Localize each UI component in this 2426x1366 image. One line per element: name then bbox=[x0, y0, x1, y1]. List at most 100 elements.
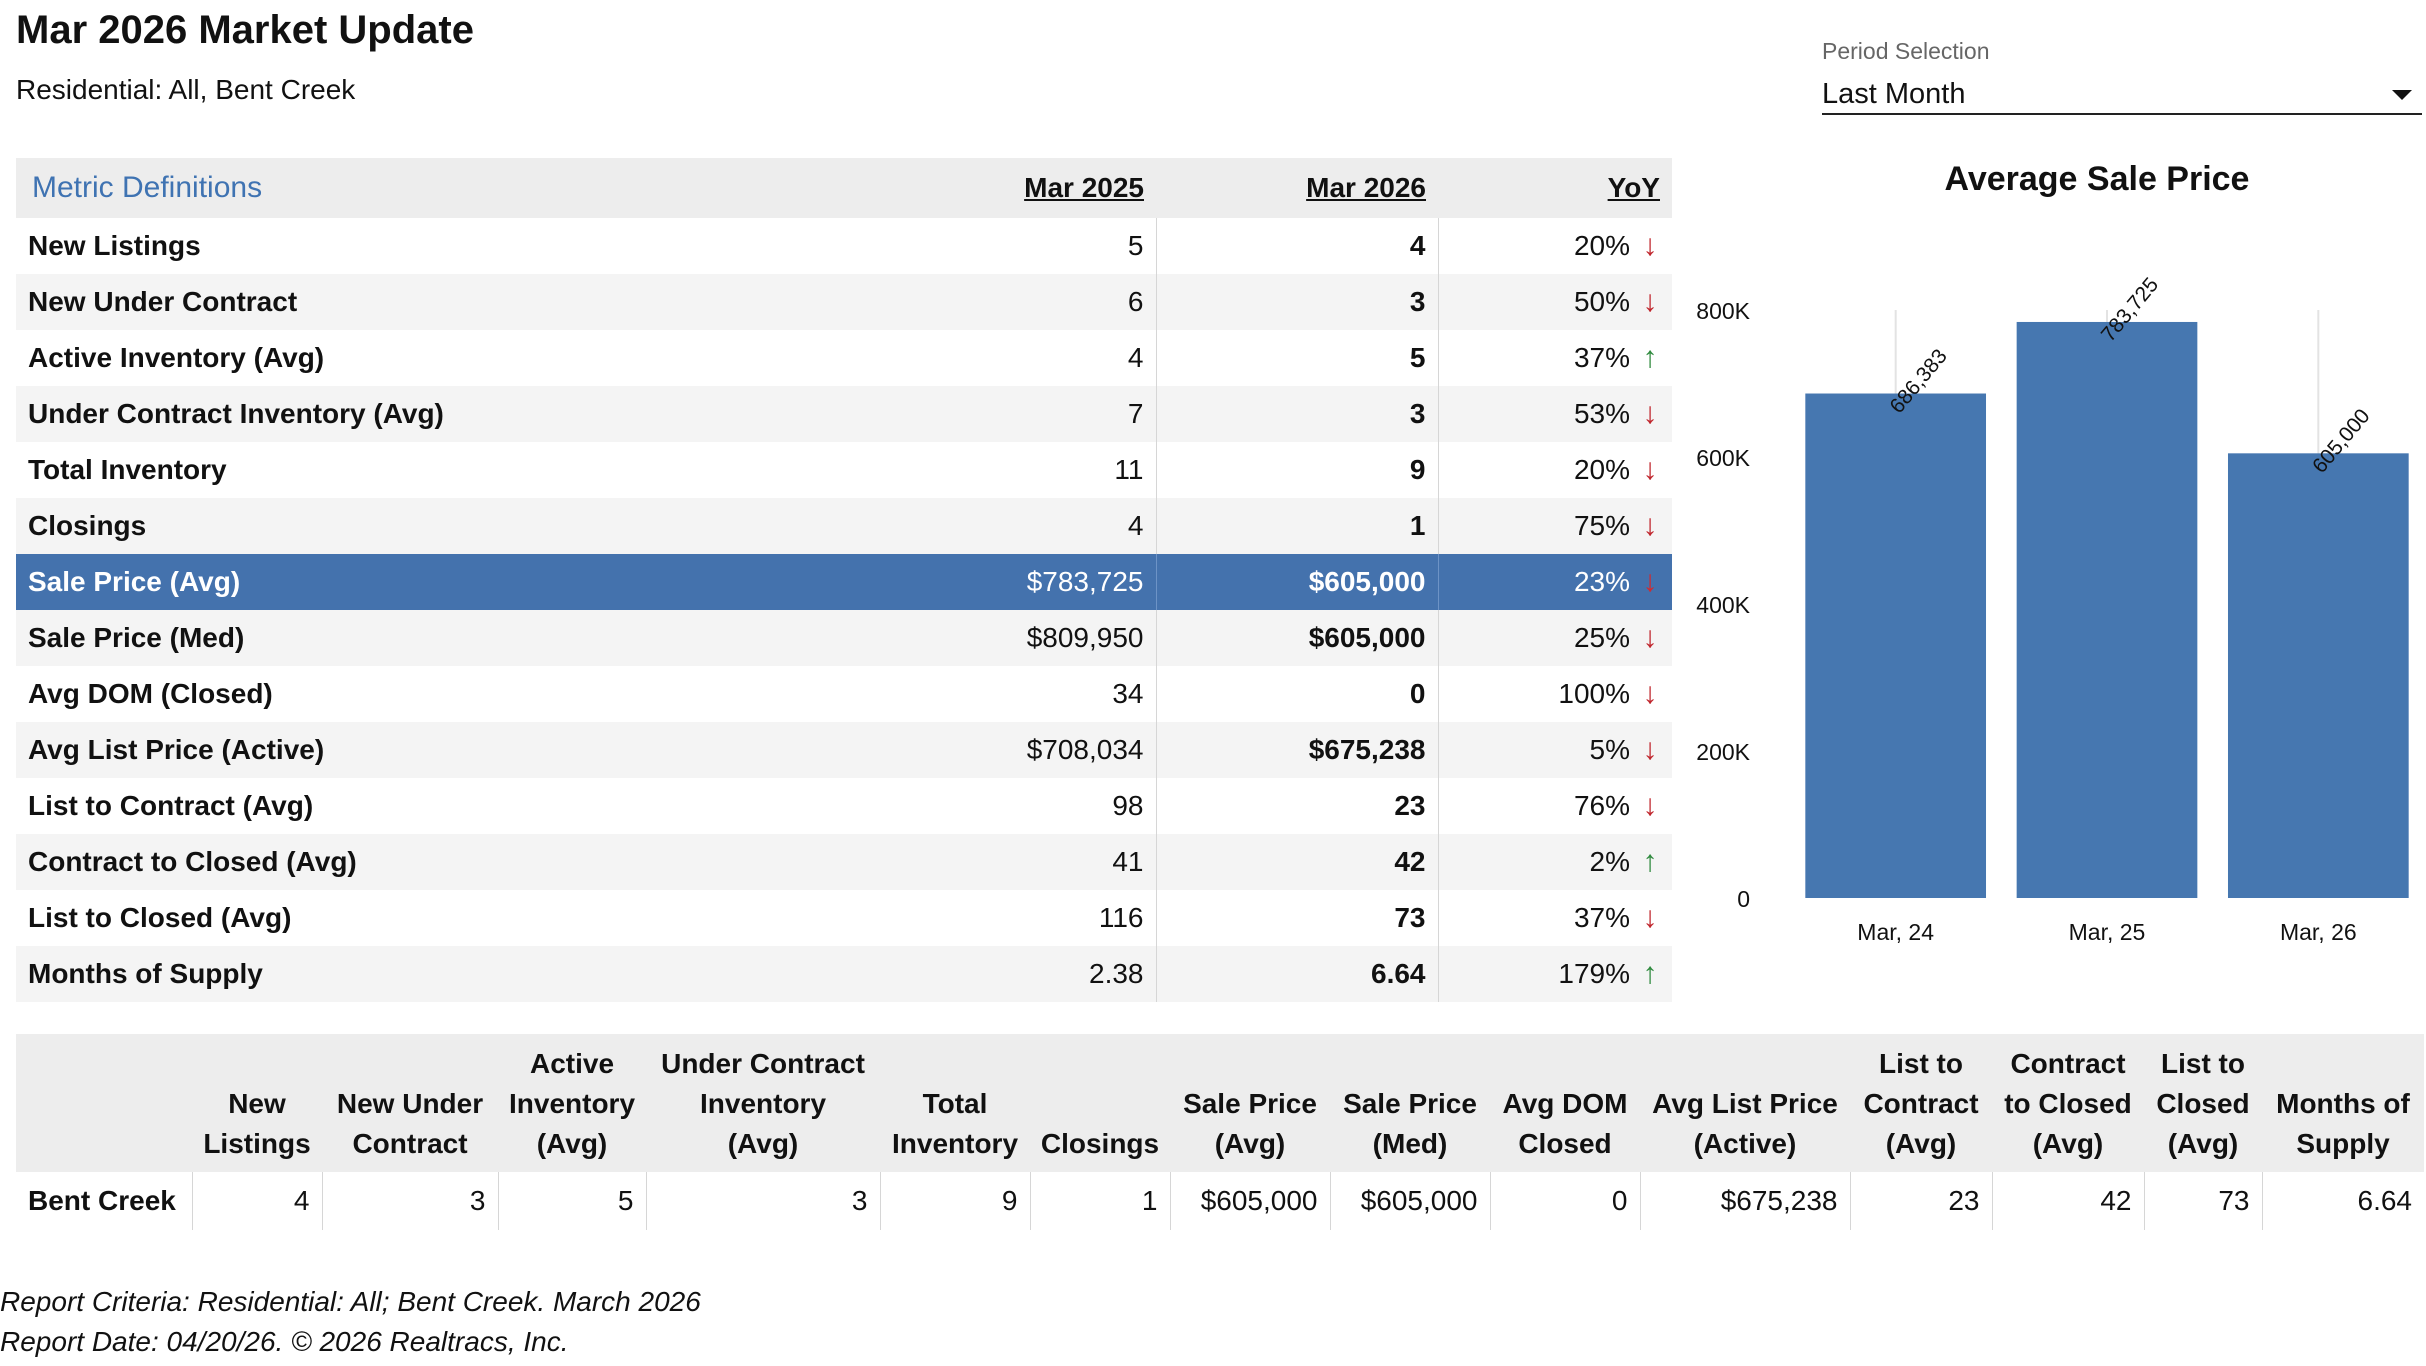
column-header-curr[interactable]: Mar 2026 bbox=[1156, 158, 1438, 218]
metric-label: List to Contract (Avg) bbox=[28, 790, 314, 821]
metric-yoy: 20% ↓ bbox=[1438, 218, 1672, 274]
metric-row[interactable]: Sale Price (Avg) $783,725 $605,000 23% ↓ bbox=[16, 554, 1672, 610]
metric-yoy-value: 37% bbox=[1573, 902, 1630, 933]
metric-yoy-value: 76% bbox=[1573, 790, 1630, 821]
metric-curr-value: 42 bbox=[1156, 834, 1439, 890]
page-title: Mar 2026 Market Update bbox=[16, 8, 474, 52]
metric-yoy: 23% ↓ bbox=[1438, 554, 1672, 610]
x-tick-label: Mar, 25 bbox=[2069, 919, 2146, 945]
summary-column-header[interactable]: Contract to Closed (Avg) bbox=[1992, 1034, 2144, 1172]
arrow-up-icon: ↑ bbox=[1642, 845, 1658, 878]
period-select-dropdown[interactable]: Last Month bbox=[1822, 77, 2422, 115]
metric-row[interactable]: Closings 4 1 75% ↓ bbox=[16, 498, 1672, 554]
chart-bar bbox=[2227, 453, 2409, 898]
report-criteria: Report Criteria: Residential: All; Bent … bbox=[0, 1286, 701, 1317]
summary-column-header[interactable]: Active Inventory (Avg) bbox=[498, 1034, 646, 1172]
metric-label: Avg List Price (Active) bbox=[16, 722, 874, 778]
summary-cell: 3 bbox=[646, 1172, 881, 1230]
metric-prev-value: 11 bbox=[874, 442, 1157, 498]
metric-prev-value: 116 bbox=[874, 890, 1157, 946]
summary-header-area bbox=[16, 1034, 192, 1172]
y-tick-label: 400K bbox=[1696, 592, 1750, 618]
summary-cell: 6.64 bbox=[2357, 1185, 2413, 1216]
metric-label: Closings bbox=[16, 498, 874, 554]
summary-cell: 3 bbox=[322, 1172, 499, 1230]
metric-curr-value: 6.64 bbox=[1156, 946, 1439, 1002]
metric-row[interactable]: Active Inventory (Avg) 4 5 37% ↑ bbox=[16, 330, 1672, 386]
column-header-prev[interactable]: Mar 2025 bbox=[874, 158, 1156, 218]
chart-title: Average Sale Price bbox=[1945, 160, 2250, 198]
metric-row[interactable]: Avg DOM (Closed) 34 0 100% ↓ bbox=[16, 666, 1672, 722]
summary-column-header[interactable]: List to Contract (Avg) bbox=[1850, 1034, 1992, 1172]
summary-header-row: New Listings New Under Contract Active Inv… bbox=[16, 1034, 2424, 1172]
metric-row[interactable]: List to Closed (Avg) 116 73 37% ↓ bbox=[16, 890, 1672, 946]
metric-yoy-value: 23% bbox=[1573, 566, 1630, 597]
summary-row: Bent Creek 4 3 5 3 9 1 $605,000 $605,000 0 $675,23… bbox=[16, 1172, 2424, 1230]
arrow-down-icon: ↓ bbox=[1642, 509, 1658, 542]
x-tick-label: Mar, 24 bbox=[1857, 919, 1934, 945]
arrow-down-icon: ↓ bbox=[1642, 453, 1658, 486]
metric-label: New Under Contract bbox=[16, 274, 874, 330]
summary-column-header[interactable]: New Listings bbox=[192, 1034, 322, 1172]
y-tick-label: 200K bbox=[1696, 739, 1750, 765]
metric-yoy-value: 50% bbox=[1573, 286, 1630, 317]
summary-column-header[interactable]: Avg List Price (Active) bbox=[1640, 1034, 1850, 1172]
metric-prev-value: 6 bbox=[874, 274, 1157, 330]
metric-prev-value: 7 bbox=[874, 386, 1157, 442]
metric-yoy-value: 25% bbox=[1573, 622, 1630, 653]
metric-yoy-value: 53% bbox=[1573, 398, 1630, 429]
summary-cell: 0 bbox=[1490, 1172, 1641, 1230]
average-sale-price-chart: Average Sale Price 0 200K 400K 600K 800K 686,3… bbox=[1690, 148, 2426, 968]
metric-row[interactable]: New Under Contract 6 3 50% ↓ bbox=[16, 274, 1672, 330]
metric-yoy-value: 20% bbox=[1573, 230, 1630, 261]
page-subtitle: Residential: All, Bent Creek bbox=[16, 74, 356, 105]
metric-label: Contract to Closed (Avg) bbox=[16, 834, 874, 890]
metric-prev-value: 98 bbox=[874, 778, 1157, 834]
metric-row[interactable]: Avg List Price (Active) $708,034 $675,238 5… bbox=[16, 722, 1672, 778]
metric-row[interactable]: Months of Supply 2.38 6.64 179% ↑ bbox=[16, 946, 1672, 1002]
metric-row[interactable]: Sale Price (Med) $809,950 $605,000 25% ↓ bbox=[16, 610, 1672, 666]
chevron-down-icon bbox=[2392, 90, 2412, 100]
metric-definitions-link[interactable]: Metric Definitions bbox=[16, 158, 874, 218]
summary-cell: 1 bbox=[1030, 1172, 1171, 1230]
metric-row[interactable]: New Listings 5 4 20% ↓ bbox=[16, 218, 1672, 274]
metric-prev-value: $708,034 bbox=[874, 722, 1157, 778]
metric-prev-value: $809,950 bbox=[874, 610, 1157, 666]
metric-yoy: 37% ↑ bbox=[1438, 330, 1672, 386]
summary-column-header[interactable]: Under Contract Inventory (Avg) bbox=[646, 1034, 880, 1172]
summary-column-header[interactable]: Avg DOM Closed bbox=[1490, 1034, 1640, 1172]
summary-column-header[interactable]: Sale Price (Med) bbox=[1330, 1034, 1490, 1172]
metric-curr-value: 23 bbox=[1156, 778, 1439, 834]
summary-table: New Listings New Under Contract Active Inv… bbox=[16, 1034, 2424, 1230]
metric-prev-value: 4 bbox=[874, 498, 1157, 554]
metric-row[interactable]: Under Contract Inventory (Avg) 7 3 53% ↓ bbox=[16, 386, 1672, 442]
metric-yoy: 75% ↓ bbox=[1438, 498, 1672, 554]
arrow-up-icon: ↑ bbox=[1642, 341, 1658, 374]
metric-prev-value: 41 bbox=[874, 834, 1157, 890]
metric-label: Active Inventory (Avg) bbox=[28, 342, 325, 373]
metric-label: Sale Price (Med) bbox=[16, 610, 874, 666]
summary-column-header[interactable]: List to Closed (Avg) bbox=[2144, 1034, 2262, 1172]
metric-curr-value: 0 bbox=[1156, 666, 1439, 722]
period-selection: Period Selection Last Month bbox=[1822, 38, 2422, 115]
summary-column-header[interactable]: Total Inventory bbox=[880, 1034, 1030, 1172]
summary-column-header[interactable]: New Under Contract bbox=[322, 1034, 498, 1172]
metric-label: New Listings bbox=[28, 230, 201, 261]
arrow-down-icon: ↓ bbox=[1642, 397, 1658, 430]
arrow-down-icon: ↓ bbox=[1642, 789, 1658, 822]
metric-label: Total Inventory bbox=[28, 454, 227, 485]
metric-prev-value: 4 bbox=[874, 330, 1157, 386]
metric-row[interactable]: Total Inventory 11 9 20% ↓ bbox=[16, 442, 1672, 498]
summary-column-header[interactable]: Months of Supply bbox=[2262, 1034, 2424, 1172]
metric-row[interactable]: List to Contract (Avg) 98 23 76% ↓ bbox=[16, 778, 1672, 834]
column-header-yoy[interactable]: YoY bbox=[1438, 158, 1672, 218]
metric-yoy-value: 20% bbox=[1573, 454, 1630, 485]
summary-column-header[interactable]: Closings bbox=[1030, 1034, 1170, 1172]
metric-row[interactable]: Contract to Closed (Avg) 41 42 2% ↑ bbox=[16, 834, 1672, 890]
metric-label: Avg DOM (Closed) bbox=[28, 678, 273, 709]
metric-yoy-value: 37% bbox=[1573, 342, 1630, 373]
metric-prev-value: 2.38 bbox=[874, 946, 1157, 1002]
summary-column-header[interactable]: Sale Price (Avg) bbox=[1170, 1034, 1330, 1172]
metric-curr-value: 3 bbox=[1156, 274, 1439, 330]
y-tick-label: 600K bbox=[1696, 445, 1750, 471]
